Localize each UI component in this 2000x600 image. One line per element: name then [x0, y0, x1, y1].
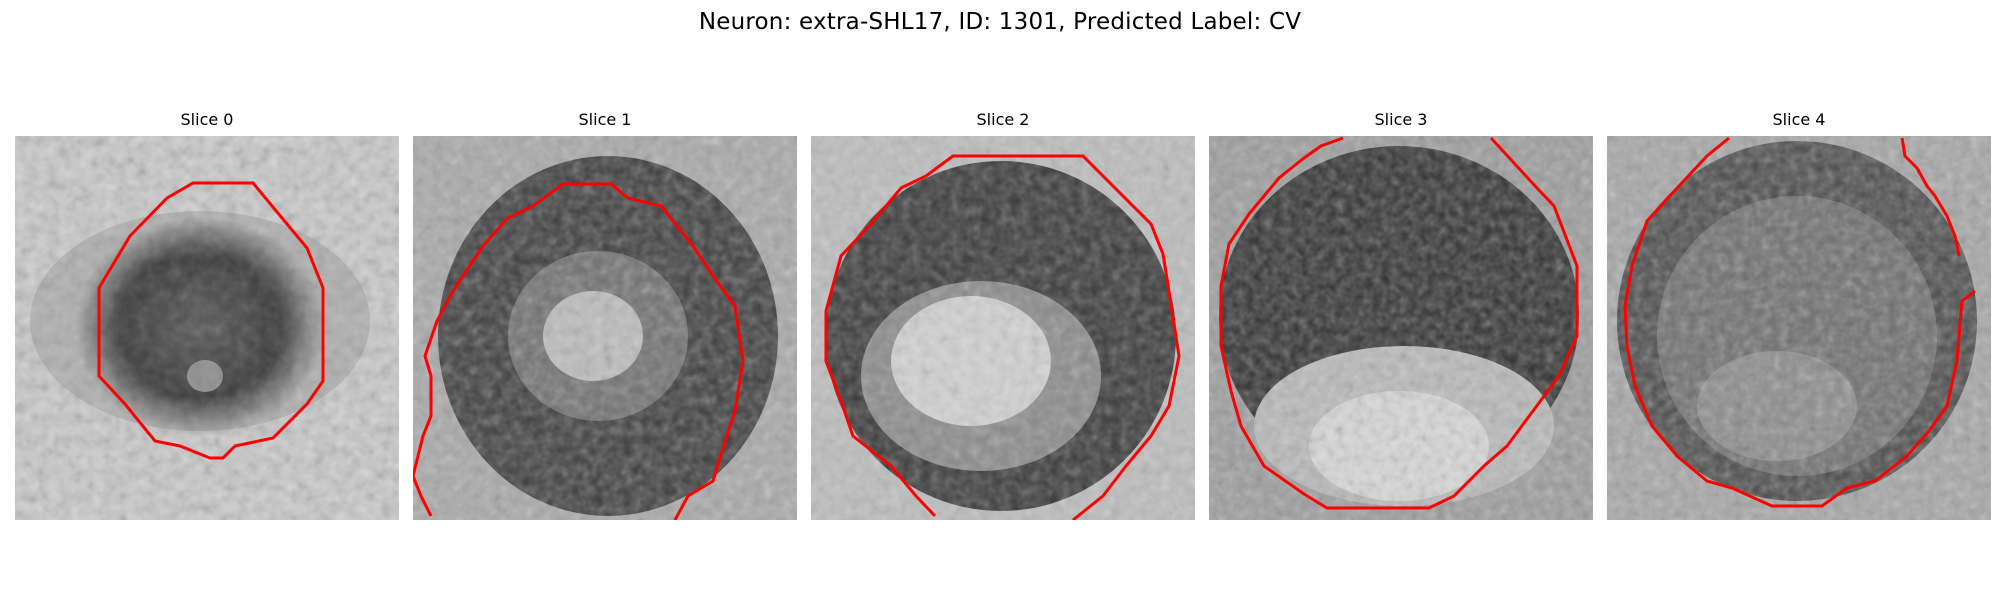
slice-image-1 — [413, 136, 797, 520]
slice-title-4: Slice 4 — [1772, 110, 1826, 129]
slice-title-1: Slice 1 — [578, 110, 632, 129]
slice-panel-2: Slice 2 — [811, 110, 1195, 520]
slice-image-4 — [1607, 136, 1991, 520]
slice-panel-4: Slice 4 — [1607, 110, 1991, 520]
figure-title: Neuron: extra-SHL17, ID: 1301, Predicted… — [698, 9, 1302, 35]
slice-title-0: Slice 0 — [180, 110, 234, 129]
slice-panel-3: Slice 3 — [1209, 110, 1593, 520]
slice-panel-1: Slice 1 — [413, 110, 797, 520]
slice-title-2: Slice 2 — [976, 110, 1030, 129]
slice-image-0 — [15, 136, 399, 520]
slice-panel-0: Slice 0 — [15, 110, 399, 520]
slice-image-2 — [811, 136, 1195, 520]
slice-image-3 — [1209, 136, 1593, 520]
slice-title-3: Slice 3 — [1374, 110, 1428, 129]
